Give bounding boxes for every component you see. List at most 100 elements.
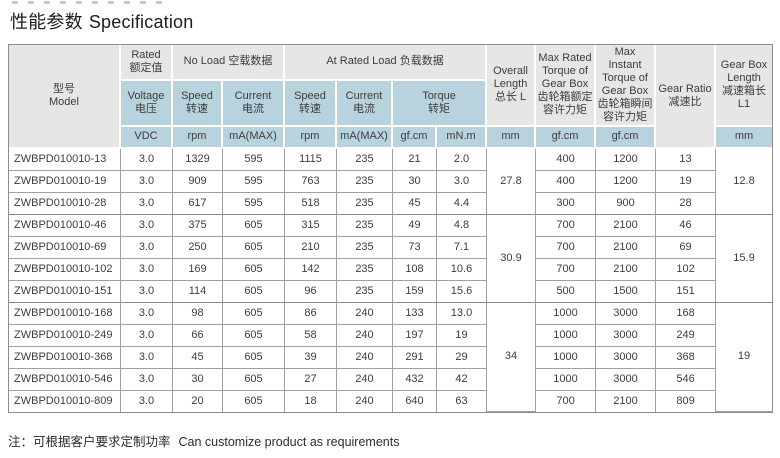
cell-torque-gfcm: 49 — [393, 214, 437, 237]
cell-max-instant: 2100 — [596, 258, 657, 281]
cell-torque-gfcm: 291 — [393, 346, 437, 369]
cell-model: ZWBPD010010-809 — [9, 390, 121, 412]
cell-rl-speed: 142 — [285, 258, 337, 281]
cell-gearbox-length: 15.9 — [716, 214, 773, 303]
cell-torque-mnm: 7.1 — [437, 236, 488, 259]
cell-torque-gfcm: 159 — [393, 280, 437, 303]
page-title-zh: 性能参数 — [10, 12, 83, 32]
cell-gear-ratio: 809 — [656, 390, 717, 412]
cell-torque-mnm: 29 — [437, 346, 488, 369]
cell-nl-speed: 66 — [173, 324, 223, 347]
cell-model: ZWBPD010010-46 — [9, 214, 121, 237]
cell-model: ZWBPD010010-28 — [9, 192, 121, 215]
cell-vdc: 3.0 — [121, 280, 173, 303]
cell-rl-speed: 315 — [285, 214, 337, 237]
cell-max-instant: 3000 — [596, 346, 657, 369]
cell-model: ZWBPD010010-546 — [9, 368, 121, 391]
header-max-instant-torque: Max Instant Torque of Gear Box 齿轮箱瞬间 容许力… — [596, 45, 657, 127]
cell-nl-current: 605 — [223, 258, 285, 281]
cell-max-rated: 300 — [536, 192, 597, 215]
cell-max-rated: 400 — [536, 170, 597, 193]
cell-max-rated: 1000 — [536, 324, 597, 347]
cell-model: ZWBPD010010-151 — [9, 280, 121, 303]
cell-max-instant: 2100 — [596, 214, 657, 237]
cell-max-rated: 1000 — [536, 346, 597, 369]
cell-nl-current: 605 — [223, 324, 285, 347]
header-voltage: Voltage 电压 — [121, 80, 173, 127]
cell-gear-ratio: 151 — [656, 280, 717, 303]
unit-gfcm-torque: gf.cm — [393, 126, 437, 149]
cell-nl-speed: 98 — [173, 302, 223, 325]
cell-nl-speed: 1329 — [173, 148, 223, 171]
cell-nl-speed: 20 — [173, 390, 223, 412]
cell-rl-speed: 96 — [285, 280, 337, 303]
cell-nl-current: 595 — [223, 148, 285, 171]
cell-nl-speed: 169 — [173, 258, 223, 281]
cell-vdc: 3.0 — [121, 324, 173, 347]
cell-nl-speed: 375 — [173, 214, 223, 237]
cell-model: ZWBPD010010-368 — [9, 346, 121, 369]
cell-torque-mnm: 19 — [437, 324, 488, 347]
spec-row: ZWBPD010010-13 3.0 1329 595 1115 235 21 2.0 27.8… — [9, 148, 773, 215]
cell-torque-mnm: 63 — [437, 390, 488, 412]
cell-torque-mnm: 10.6 — [437, 258, 488, 281]
cell-rl-speed: 86 — [285, 302, 337, 325]
cell-rl-speed: 1115 — [285, 148, 337, 171]
cell-rl-current: 240 — [337, 346, 393, 369]
cell-overall-length: 30.9 — [487, 214, 537, 303]
unit-ma-noload: mA(MAX) — [223, 126, 285, 149]
cell-max-rated: 1000 — [536, 368, 597, 391]
header-noload-current: Current 电流 — [223, 80, 285, 127]
cell-nl-speed: 30 — [173, 368, 223, 391]
cell-nl-current: 605 — [223, 214, 285, 237]
spec-row: ZWBPD010010-249 3.0 66 605 58 240 197 19 1000 300… — [9, 324, 772, 347]
cell-nl-current: 605 — [223, 346, 285, 369]
unit-mnm-torque: mN.m — [437, 126, 488, 149]
cell-model: ZWBPD010010-249 — [9, 324, 121, 347]
cell-vdc: 3.0 — [121, 368, 173, 391]
cell-rl-speed: 210 — [285, 236, 337, 259]
cell-nl-speed: 45 — [173, 346, 223, 369]
cell-gearbox-length: 19 — [716, 302, 773, 412]
cell-gear-ratio: 28 — [656, 192, 717, 215]
cell-nl-current: 605 — [223, 280, 285, 303]
header-row-2: Voltage 电压 Speed 转速 Current 电流 Speed 转速 … — [9, 80, 772, 127]
cell-rl-speed: 58 — [285, 324, 337, 347]
unit-mm-overall: mm — [487, 126, 537, 149]
specification-table: 型号 Model Rated 额定值 No Load 空载数据 At Rated… — [8, 44, 774, 413]
header-max-rated-torque: Max Rated Torque of Gear Box 齿轮箱额定 容许力矩 — [536, 45, 597, 127]
cell-max-instant: 1200 — [596, 170, 657, 193]
cell-model: ZWBPD010010-168 — [9, 302, 121, 325]
unit-ma-rated: mA(MAX) — [337, 126, 393, 149]
cell-vdc: 3.0 — [121, 170, 173, 193]
cell-vdc: 3.0 — [121, 236, 173, 259]
header-noload-speed: Speed 转速 — [173, 80, 223, 127]
header-gearbox-length: Gear Box Length 减速箱长 L1 — [716, 45, 773, 127]
cell-max-rated: 700 — [536, 214, 597, 237]
cell-max-rated: 400 — [536, 148, 597, 171]
header-at-rated-load: At Rated Load 负载数据 — [285, 45, 488, 81]
cell-rl-current: 235 — [337, 192, 393, 215]
cell-torque-mnm: 4.8 — [437, 214, 488, 237]
cell-gear-ratio: 19 — [656, 170, 717, 193]
header-model: 型号 Model — [9, 45, 121, 149]
cell-torque-gfcm: 45 — [393, 192, 437, 215]
cell-max-instant: 1200 — [596, 148, 657, 171]
cell-vdc: 3.0 — [121, 346, 173, 369]
cell-rl-current: 240 — [337, 324, 393, 347]
cell-rl-current: 240 — [337, 368, 393, 391]
cell-max-instant: 3000 — [596, 368, 657, 391]
cell-overall-length: 34 — [487, 302, 537, 412]
cell-gearbox-length: 12.8 — [716, 148, 773, 215]
cell-torque-mnm: 42 — [437, 368, 488, 391]
cell-nl-current: 605 — [223, 302, 285, 325]
cell-torque-gfcm: 21 — [393, 148, 437, 171]
cell-rl-current: 235 — [337, 258, 393, 281]
cell-gear-ratio: 546 — [656, 368, 717, 391]
page-title: 性能参数 Specification — [10, 8, 193, 34]
spec-row: ZWBPD010010-151 3.0 114 605 96 235 159 15.6 500 1… — [9, 280, 772, 303]
spec-row: ZWBPD010010-46 3.0 375 605 315 235 49 4.8 30.9 70… — [9, 214, 773, 303]
cell-torque-gfcm: 197 — [393, 324, 437, 347]
footnote-zh: 注：可根据客户要求定制功率 — [8, 435, 171, 449]
cell-max-rated: 700 — [536, 390, 597, 412]
